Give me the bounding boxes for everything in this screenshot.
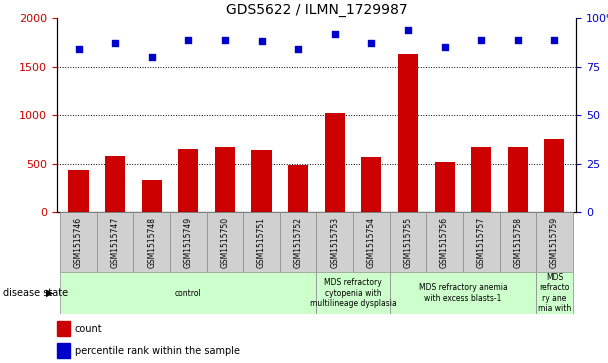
Point: [367, 41, 376, 46]
FancyBboxPatch shape: [317, 212, 353, 272]
FancyBboxPatch shape: [463, 212, 500, 272]
Point: [257, 38, 266, 44]
Point: [550, 37, 559, 42]
Text: GSM1515748: GSM1515748: [147, 217, 156, 268]
FancyBboxPatch shape: [353, 212, 390, 272]
FancyBboxPatch shape: [500, 212, 536, 272]
FancyBboxPatch shape: [97, 212, 133, 272]
Text: GSM1515757: GSM1515757: [477, 217, 486, 268]
Bar: [471, 147, 491, 212]
Point: [440, 44, 449, 50]
Bar: [69, 170, 89, 212]
Bar: [57, 343, 69, 358]
Text: GSM1515759: GSM1515759: [550, 217, 559, 268]
Bar: [57, 321, 69, 336]
FancyBboxPatch shape: [60, 212, 97, 272]
Text: MDS refractory
cytopenia with
multilineage dysplasia: MDS refractory cytopenia with multilinea…: [309, 278, 396, 308]
Text: GSM1515747: GSM1515747: [111, 217, 120, 268]
Point: [293, 46, 303, 52]
Bar: [142, 180, 162, 212]
Bar: [105, 156, 125, 212]
Text: percentile rank within the sample: percentile rank within the sample: [75, 346, 240, 356]
Text: MDS refractory anemia
with excess blasts-1: MDS refractory anemia with excess blasts…: [418, 284, 507, 303]
FancyBboxPatch shape: [280, 212, 317, 272]
Text: MDS
refracto
ry ane
mia with: MDS refracto ry ane mia with: [538, 273, 571, 313]
FancyBboxPatch shape: [243, 212, 280, 272]
Bar: [435, 162, 455, 212]
Text: GSM1515753: GSM1515753: [330, 217, 339, 268]
FancyBboxPatch shape: [170, 212, 207, 272]
Text: control: control: [175, 289, 202, 298]
Point: [74, 46, 83, 52]
Point: [513, 37, 523, 42]
Text: GSM1515752: GSM1515752: [294, 217, 303, 268]
Text: GSM1515746: GSM1515746: [74, 217, 83, 268]
FancyBboxPatch shape: [133, 212, 170, 272]
FancyBboxPatch shape: [390, 272, 536, 314]
Bar: [398, 54, 418, 212]
FancyBboxPatch shape: [60, 272, 317, 314]
Bar: [508, 147, 528, 212]
FancyBboxPatch shape: [317, 272, 390, 314]
Bar: [252, 150, 272, 212]
Text: GSM1515750: GSM1515750: [221, 217, 229, 268]
Text: GSM1515751: GSM1515751: [257, 217, 266, 268]
Text: GSM1515756: GSM1515756: [440, 217, 449, 268]
Text: count: count: [75, 324, 102, 334]
Bar: [544, 139, 564, 212]
Bar: [215, 147, 235, 212]
FancyBboxPatch shape: [536, 272, 573, 314]
Text: ▶: ▶: [46, 288, 54, 298]
FancyBboxPatch shape: [536, 212, 573, 272]
Title: GDS5622 / ILMN_1729987: GDS5622 / ILMN_1729987: [226, 3, 407, 17]
Point: [330, 31, 340, 37]
FancyBboxPatch shape: [207, 212, 243, 272]
Bar: [325, 113, 345, 212]
Point: [476, 37, 486, 42]
Text: GSM1515755: GSM1515755: [404, 217, 412, 268]
Text: GSM1515758: GSM1515758: [513, 217, 522, 268]
Bar: [361, 157, 381, 212]
Text: GSM1515749: GSM1515749: [184, 217, 193, 268]
Point: [147, 54, 157, 60]
Point: [110, 41, 120, 46]
Text: GSM1515754: GSM1515754: [367, 217, 376, 268]
Point: [184, 37, 193, 42]
Bar: [178, 149, 198, 212]
Text: disease state: disease state: [3, 288, 68, 298]
Bar: [288, 165, 308, 212]
Point: [403, 27, 413, 33]
Point: [220, 37, 230, 42]
FancyBboxPatch shape: [426, 212, 463, 272]
FancyBboxPatch shape: [390, 212, 426, 272]
